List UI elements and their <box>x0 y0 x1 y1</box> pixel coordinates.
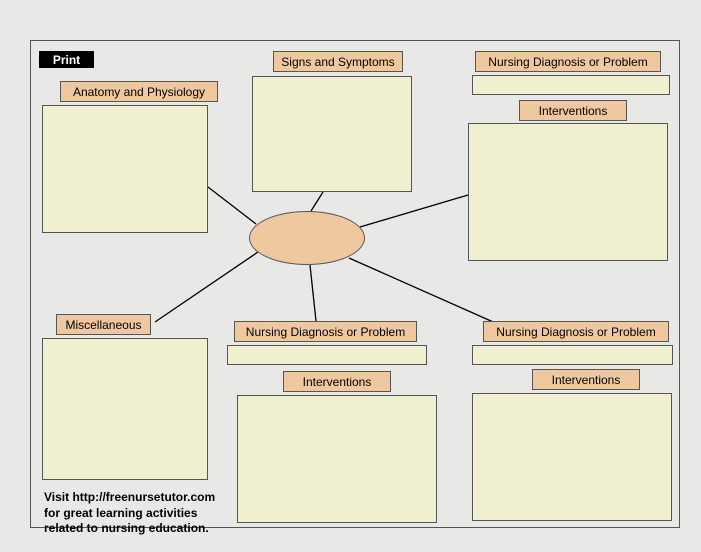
box-interventions-mid <box>237 395 437 523</box>
center-ellipse <box>249 211 365 265</box>
print-button[interactable]: Print <box>39 51 94 68</box>
label-nursing-diagnosis-right: Nursing Diagnosis or Problem <box>483 321 669 342</box>
box-anatomy-physiology <box>42 105 208 233</box>
label-interventions-mid: Interventions <box>283 371 391 392</box>
box-nursing-diagnosis-mid <box>227 345 427 365</box>
footer-text: Visit http://freenursetutor.com for grea… <box>44 490 215 537</box>
label-nursing-diagnosis-mid: Nursing Diagnosis or Problem <box>234 321 417 342</box>
footer-line-1: Visit http://freenursetutor.com <box>44 490 215 504</box>
label-interventions-right: Interventions <box>532 369 640 390</box>
label-nursing-diagnosis-top: Nursing Diagnosis or Problem <box>475 51 661 72</box>
footer-line-3: related to nursing education. <box>44 521 209 535</box>
footer-line-2: for great learning activities <box>44 506 197 520</box>
label-interventions-top: Interventions <box>519 100 627 121</box>
box-miscellaneous <box>42 338 208 480</box>
box-interventions-top <box>468 123 668 261</box>
box-signs-symptoms <box>252 76 412 192</box>
box-interventions-right <box>472 393 672 521</box>
box-nursing-diagnosis-right <box>472 345 673 365</box>
box-nursing-diagnosis-top <box>472 75 670 95</box>
label-signs-symptoms: Signs and Symptoms <box>273 51 403 72</box>
label-anatomy-physiology: Anatomy and Physiology <box>60 81 218 102</box>
label-miscellaneous: Miscellaneous <box>56 314 151 335</box>
